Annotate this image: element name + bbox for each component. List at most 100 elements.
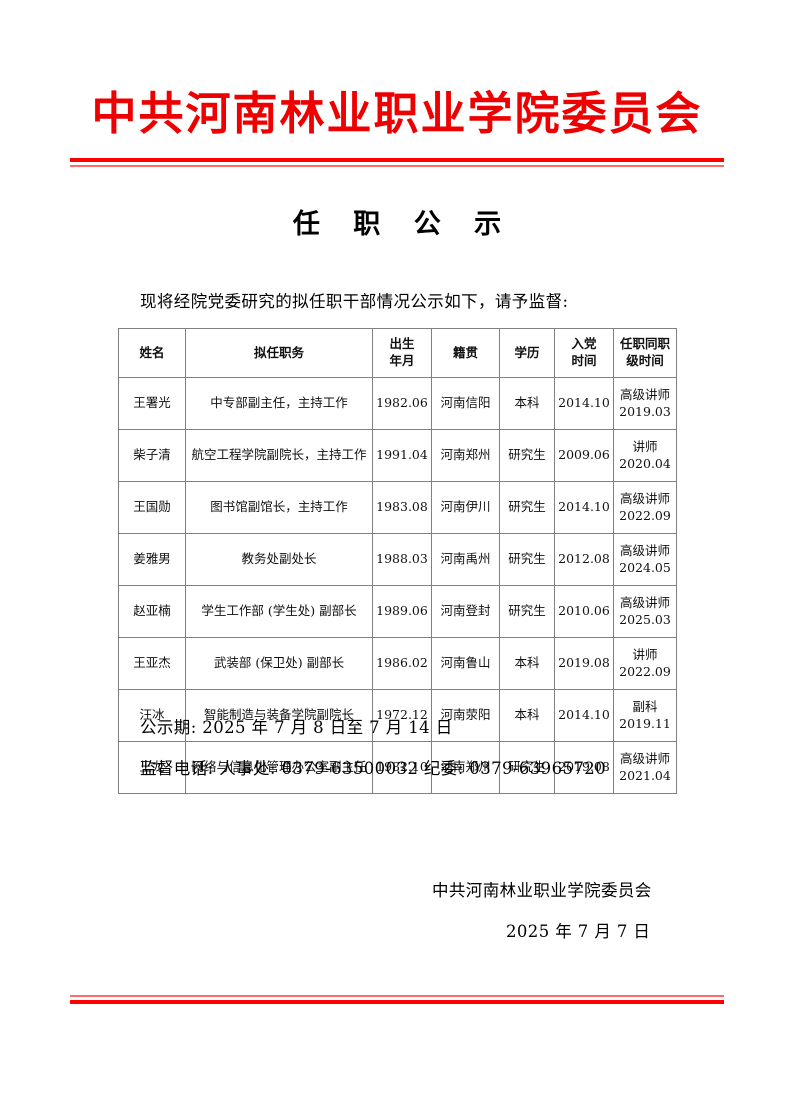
column-header-party-date-line2: 时间 <box>571 353 597 368</box>
cell-name: 王龙 <box>118 741 186 794</box>
table-row: 王亚杰 武装部 (保卫处) 副部长 1986.02 河南鲁山 本科 2019.0… <box>118 637 677 690</box>
header-rule-thin <box>70 165 724 167</box>
column-header-origin: 籍贯 <box>431 328 500 378</box>
cell-origin: 河南禹州 <box>431 533 500 586</box>
cell-origin: 河南登封 <box>431 585 500 638</box>
cell-rank-year: 2020.04 <box>619 455 671 471</box>
cell-post: 中专部副主任，主持工作 <box>185 377 373 430</box>
table-row: 王国勋 图书馆副馆长，主持工作 1983.08 河南伊川 研究生 2014.10… <box>118 481 677 534</box>
cell-rank-year: 2025.03 <box>619 611 671 627</box>
cell-origin: 河南鲁山 <box>431 637 500 690</box>
column-header-rank-date-line1: 任职同职 <box>619 336 670 352</box>
cell-rank-date: 讲师 2022.09 <box>613 637 677 690</box>
cell-education: 研究生 <box>499 429 555 482</box>
footer-rule-thick <box>70 1000 724 1004</box>
cadre-table-container: 姓名 拟任职务 出生 年月 籍贯 学历 <box>118 328 677 794</box>
column-header-rank-date-line2: 级时间 <box>626 353 664 368</box>
cell-rank-year: 2022.09 <box>619 507 671 523</box>
cell-birth: 1982.06 <box>372 377 432 430</box>
column-header-name-line1: 姓名 <box>139 344 165 360</box>
cell-rank-year: 2019.03 <box>619 403 671 419</box>
cell-rank-year: 2022.09 <box>619 663 671 679</box>
cell-rank-title: 高级讲师 <box>619 750 670 766</box>
column-header-education: 学历 <box>499 328 555 378</box>
cell-party-date: 2014.10 <box>554 689 614 742</box>
cell-party-date: 2014.10 <box>554 377 614 430</box>
table-row: 柴子清 航空工程学院副院长，主持工作 1991.04 河南郑州 研究生 2009… <box>118 429 677 482</box>
column-header-birth-line1: 出生 <box>389 336 415 352</box>
cell-education: 研究生 <box>499 585 555 638</box>
table-row: 汪冰 智能制造与装备学院副院长 1972.12 河南荥阳 本科 2014.10 … <box>118 689 677 742</box>
cell-name: 汪冰 <box>118 689 186 742</box>
footer-rule-thin <box>70 995 724 997</box>
cell-birth: 1988.03 <box>372 533 432 586</box>
cell-post: 学生工作部 (学生处) 副部长 <box>185 585 373 638</box>
cell-origin: 河南郑州 <box>431 429 500 482</box>
column-header-party-date-line1: 入党 <box>571 336 597 352</box>
cell-rank-title: 高级讲师 <box>619 542 670 558</box>
cell-origin: 河南郑州 <box>431 741 500 794</box>
cell-rank-date: 高级讲师 2025.03 <box>613 585 677 638</box>
cell-education: 研究生 <box>499 533 555 586</box>
cell-education: 研究生 <box>499 481 555 534</box>
column-header-rank-date: 任职同职 级时间 <box>613 328 677 378</box>
cell-education: 本科 <box>499 689 555 742</box>
document-subtitle: 任 职 公 示 <box>292 209 514 240</box>
column-header-origin-line1: 籍贯 <box>452 344 478 360</box>
cell-birth: 1983.08 <box>372 481 432 534</box>
cell-party-date: 2009.06 <box>554 429 614 482</box>
document-header-title: 中共河南林业职业学院委员会 <box>91 87 703 140</box>
cell-post: 教务处副处长 <box>185 533 373 586</box>
table-row: 姜雅男 教务处副处长 1988.03 河南禹州 研究生 2012.08 高级讲师… <box>118 533 677 586</box>
cell-post: 航空工程学院副院长，主持工作 <box>185 429 373 482</box>
intro-paragraph: 现将经院党委研究的拟任职干部情况公示如下，请予监督: <box>140 292 569 311</box>
column-header-post: 拟任职务 <box>185 328 373 378</box>
cell-rank-date: 副科 2019.11 <box>613 689 677 742</box>
notice-supervision-phone: 监督电话: 人事处: 0379-63500032 纪委: 0379-639657… <box>140 759 607 778</box>
cell-rank-date: 高级讲师 2019.03 <box>613 377 677 430</box>
signature-date: 2025 年 7 月 7 日 <box>506 922 651 941</box>
cell-origin: 河南信阳 <box>431 377 500 430</box>
column-header-education-line1: 学历 <box>514 344 540 360</box>
cell-rank-title: 高级讲师 <box>619 490 670 506</box>
header-red-rule <box>70 158 724 168</box>
cell-party-date: 2014.10 <box>554 481 614 534</box>
cell-name: 姜雅男 <box>118 533 186 586</box>
cell-post: 网络与信息化管理办公室副主任 <box>185 741 373 794</box>
table-row: 赵亚楠 学生工作部 (学生处) 副部长 1989.06 河南登封 研究生 201… <box>118 585 677 638</box>
cell-education: 研究生 <box>499 741 555 794</box>
cell-rank-date: 高级讲师 2024.05 <box>613 533 677 586</box>
cell-party-date: 2019.08 <box>554 637 614 690</box>
table-row: 王龙 网络与信息化管理办公室副主任 1982.10 河南郑州 研究生 2019.… <box>118 741 677 794</box>
cell-rank-year: 2021.04 <box>619 767 671 783</box>
column-header-birth-line2: 年月 <box>389 353 415 368</box>
cell-party-date: 2010.06 <box>554 585 614 638</box>
cell-education: 本科 <box>499 637 555 690</box>
cell-party-date: 2012.08 <box>554 533 614 586</box>
cell-name: 王署光 <box>118 377 186 430</box>
cell-rank-year: 2019.11 <box>619 715 671 731</box>
cell-name: 王国勋 <box>118 481 186 534</box>
notice-publicity-period: 公示期: 2025 年 7 月 8 日至 7 月 14 日 <box>140 718 453 737</box>
cell-rank-title: 高级讲师 <box>619 594 670 610</box>
cell-rank-title: 讲师 <box>632 646 658 662</box>
cell-birth: 1989.06 <box>372 585 432 638</box>
column-header-name: 姓名 <box>118 328 186 378</box>
table-row: 王署光 中专部副主任，主持工作 1982.06 河南信阳 本科 2014.10 … <box>118 377 677 430</box>
cell-origin: 河南荥阳 <box>431 689 500 742</box>
cell-rank-title: 讲师 <box>632 438 658 454</box>
signature-organization: 中共河南林业职业学院委员会 <box>432 881 652 900</box>
cell-name: 赵亚楠 <box>118 585 186 638</box>
cell-post: 武装部 (保卫处) 副部长 <box>185 637 373 690</box>
cell-rank-date: 高级讲师 2022.09 <box>613 481 677 534</box>
cell-rank-date: 讲师 2020.04 <box>613 429 677 482</box>
column-header-party-date: 入党 时间 <box>554 328 614 378</box>
cell-rank-date: 高级讲师 2021.04 <box>613 741 677 794</box>
cell-name: 王亚杰 <box>118 637 186 690</box>
cell-birth: 1986.02 <box>372 637 432 690</box>
footer-red-rule <box>70 995 724 1005</box>
column-header-birth: 出生 年月 <box>372 328 432 378</box>
cell-rank-title: 副科 <box>632 698 658 714</box>
cell-birth: 1972.12 <box>372 689 432 742</box>
